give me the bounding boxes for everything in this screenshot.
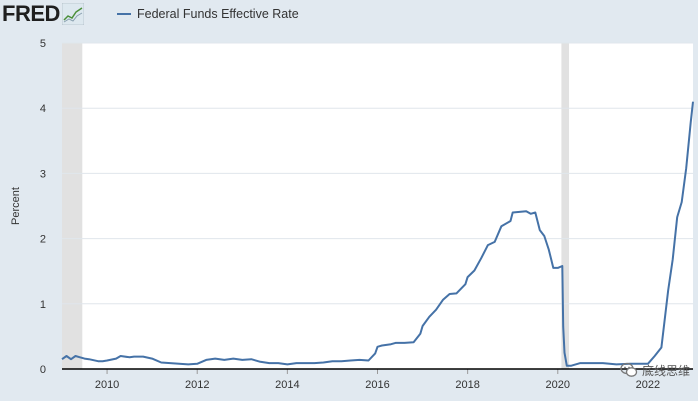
legend-swatch	[117, 13, 131, 15]
watermark: 底线思维	[620, 361, 690, 379]
legend-label: Federal Funds Effective Rate	[137, 7, 299, 21]
logo-text: FRED	[2, 1, 60, 26]
y-tick-label: 4	[40, 103, 46, 115]
y-tick-label: 5	[40, 38, 46, 50]
x-tick-label: 2016	[365, 379, 389, 391]
fred-logo[interactable]: FRED	[2, 2, 84, 26]
recession-band-0	[62, 43, 83, 369]
chart-header: FRED Federal Funds Effective Rate	[0, 0, 698, 32]
y-tick-label: 3	[40, 168, 46, 180]
y-tick-label: 1	[40, 299, 46, 311]
recession-band-1	[561, 43, 570, 369]
x-tick-label: 2018	[455, 379, 479, 391]
series-line-0	[61, 101, 694, 367]
x-tick-label: 2022	[636, 379, 660, 391]
y-axis-title: Percent	[10, 187, 22, 225]
y-tick-label: 2	[40, 234, 46, 246]
x-tick-label: 2014	[275, 379, 299, 391]
x-tick-label: 2012	[185, 379, 209, 391]
fred-chart-icon	[61, 3, 84, 25]
plot-area	[62, 43, 693, 369]
y-tick-label: 0	[40, 364, 46, 376]
x-tick-label: 2020	[546, 379, 570, 391]
wechat-icon	[620, 362, 638, 377]
watermark-text: 底线思维	[641, 363, 690, 378]
legend: Federal Funds Effective Rate	[117, 6, 299, 22]
x-tick-label: 2010	[95, 379, 119, 391]
